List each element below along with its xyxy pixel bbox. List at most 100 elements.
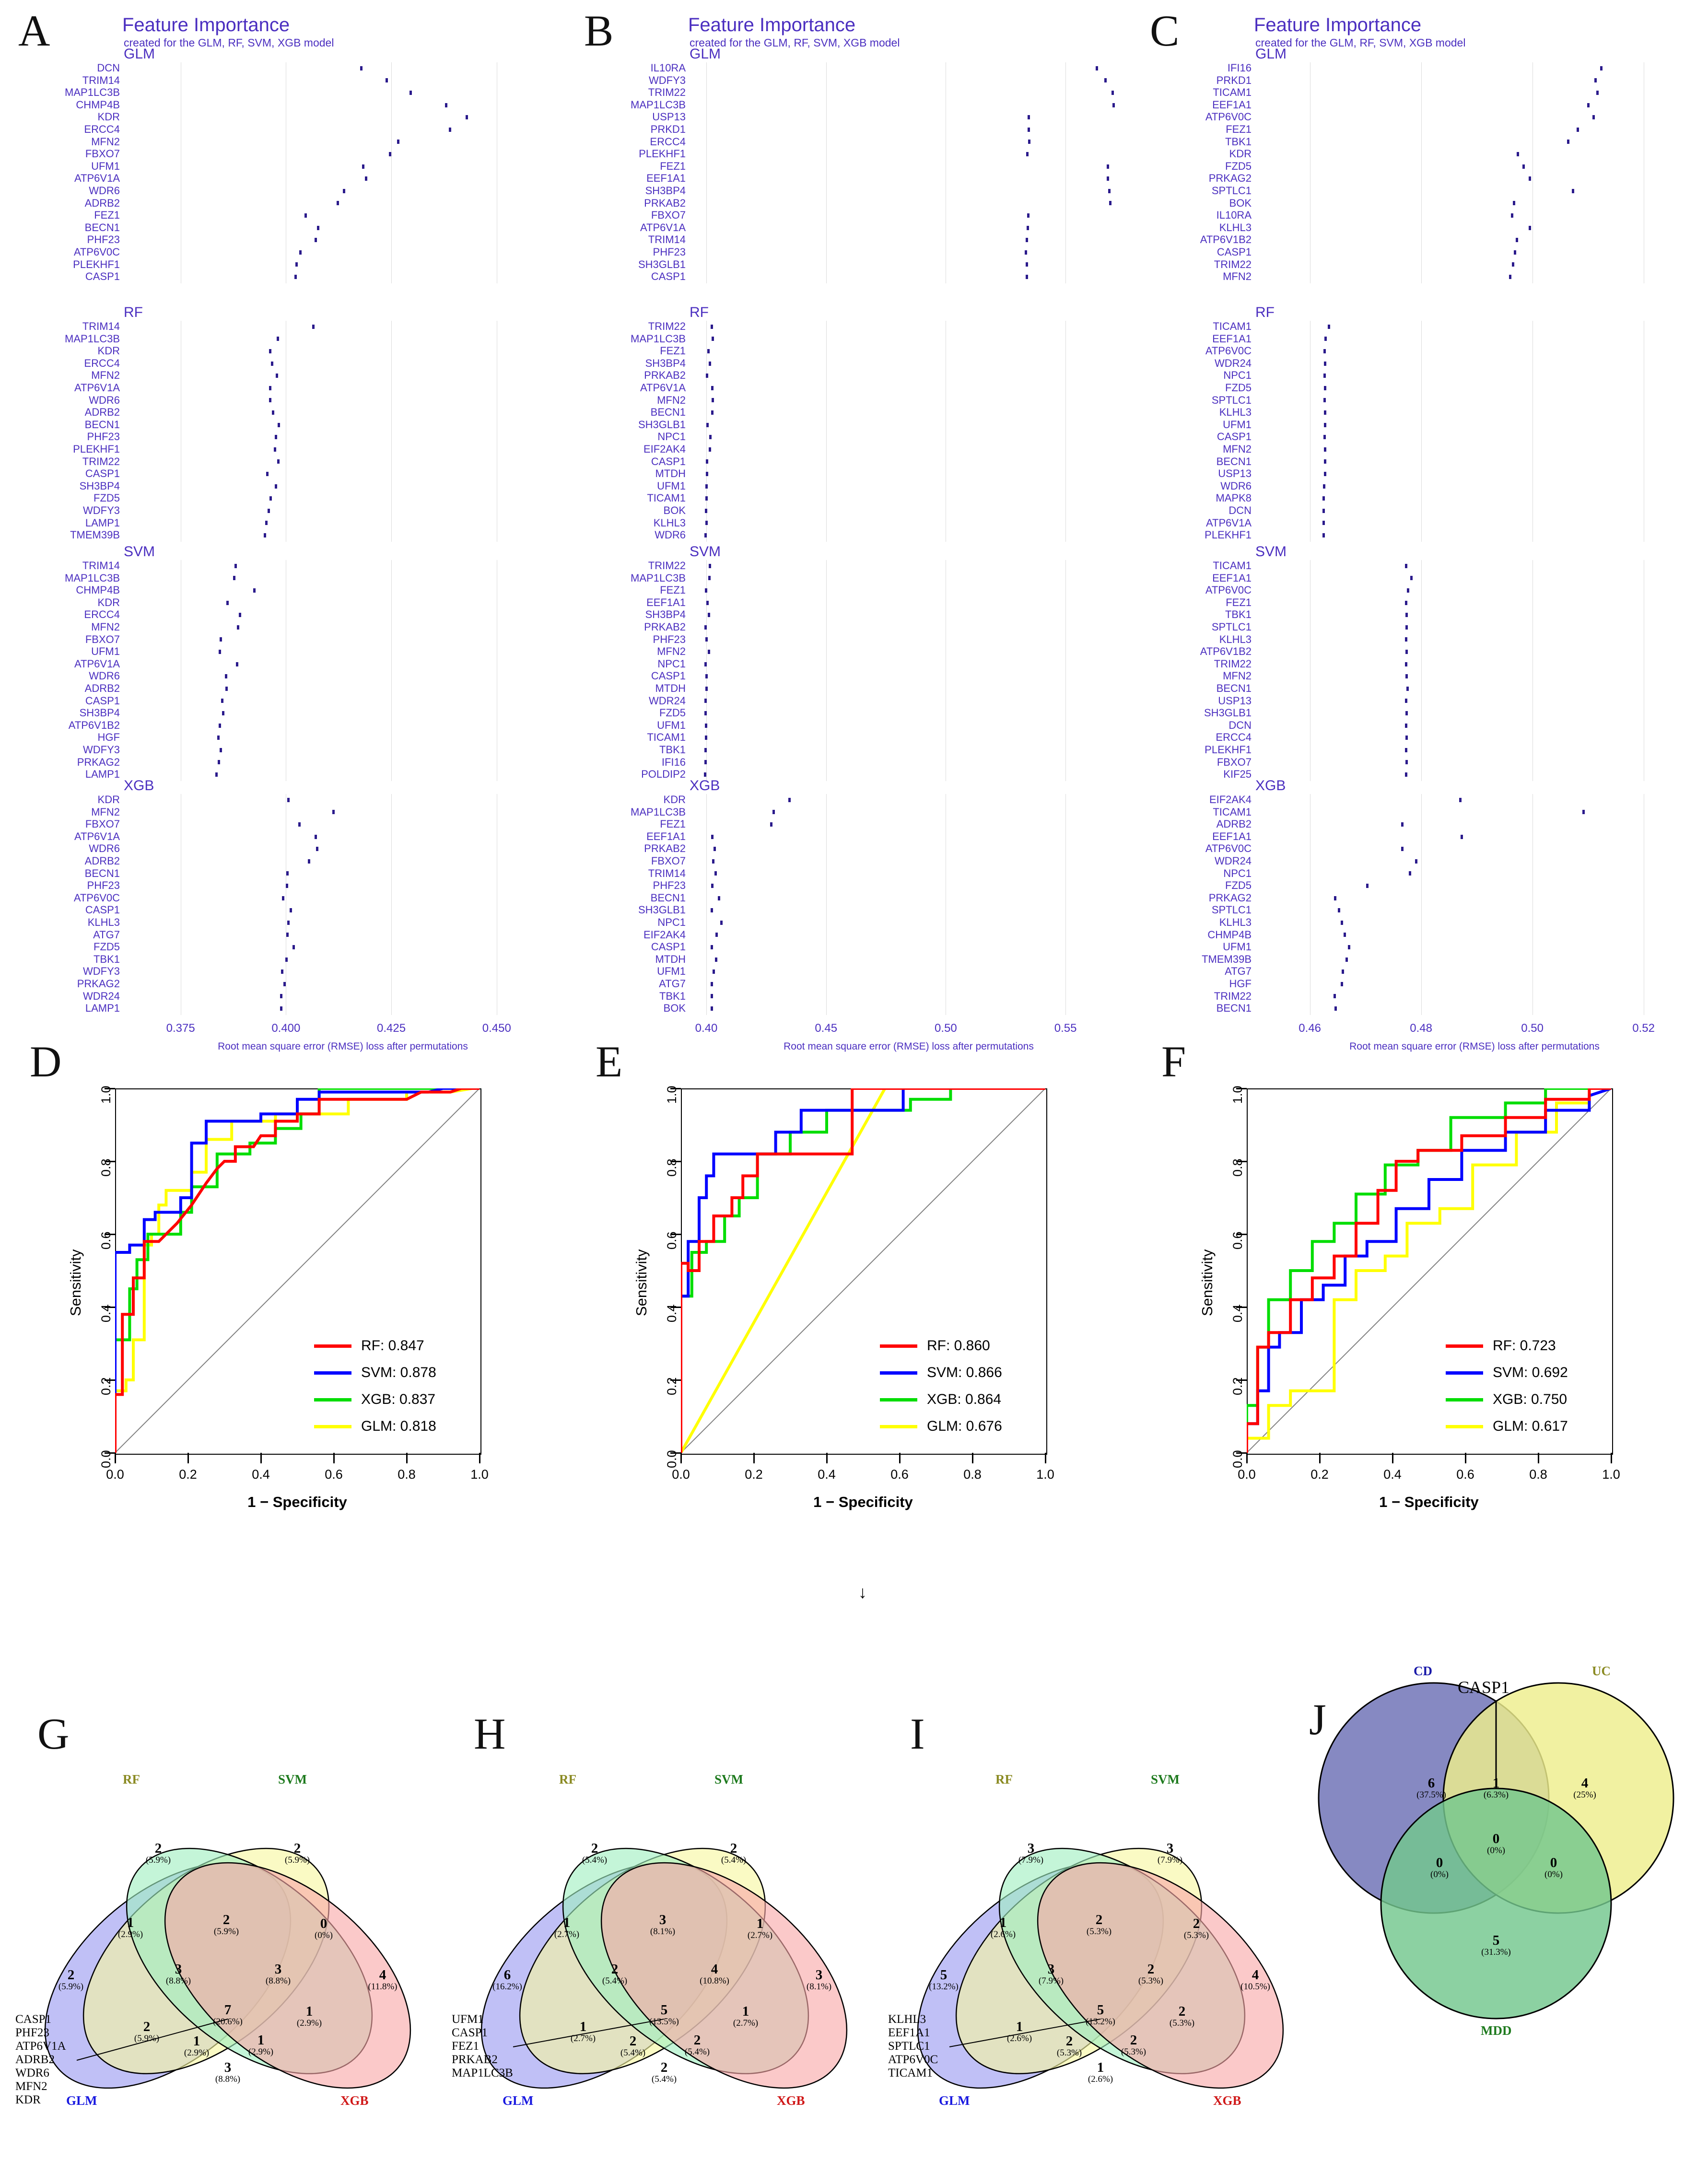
fi-value-dot (1337, 908, 1340, 913)
fi-category-label: MAPK8 (1216, 492, 1252, 504)
venn-region-GLM_RF_SVM: 2 (5.4%) (586, 1962, 643, 1986)
venn-region-pct: (10.5%) (1240, 1982, 1270, 1992)
venn-region-SVM_XGB: 1 (2.7%) (731, 1916, 789, 1940)
fi-value-dot (704, 711, 707, 715)
fi-xtick: 0.40 (695, 1021, 718, 1035)
fi-category-labels-C-SVM: TICAM1 EEF1A1 ATP6V0C FEZ1 TBK1 SPTLC1 KLHL3 AT… (1132, 561, 1252, 782)
fi-value-dot (1459, 797, 1462, 802)
venn-set-label-xgb: XGB (777, 2093, 805, 2108)
fi-value-dot (720, 920, 723, 925)
fi-category-label: PRKAB2 (644, 842, 686, 855)
fi-subtitle-A: created for the GLM, RF, SVM, XGB model (124, 36, 334, 49)
fi-plot-A-XGB (124, 794, 566, 1015)
fi-category-label: ATP6V1A (640, 221, 686, 234)
fi-value-dot (220, 637, 222, 642)
venn-region-count: 2 (143, 2019, 151, 2034)
fi-category-label: WDR6 (89, 184, 120, 197)
roc-legend-swatch (314, 1425, 351, 1428)
fi-category-label: CASP1 (1217, 431, 1252, 443)
fi-category-label: PRKAB2 (644, 620, 686, 633)
fi-value-dot (238, 613, 241, 618)
fi-category-label: PHF23 (653, 879, 686, 892)
fi-gridline (1421, 321, 1422, 542)
roc-ytick-label: 1.0 (1230, 1086, 1245, 1104)
fi-value-dot (226, 600, 229, 605)
fi-category-label: SH3GLB1 (638, 258, 686, 270)
fi-gridline (706, 794, 707, 1015)
venn-region-UC_MDD: 0 (0%) (1525, 1856, 1582, 1880)
venn-region-GLM_RF_SVM: 3 (8.8%) (150, 1962, 207, 1986)
fi-category-label: EEF1A1 (1212, 98, 1252, 111)
fi-value-dot (711, 385, 714, 390)
roc-legend-row: GLM: 0.818 (314, 1418, 436, 1435)
panel-letter-c: C (1150, 6, 1180, 55)
roc-legend-swatch (880, 1425, 917, 1428)
venn-region-pct: (8.8%) (165, 1976, 191, 1986)
fi-title-A: Feature Importance (122, 14, 290, 35)
venn-region-SVM: 2 (5.4%) (705, 1841, 762, 1865)
fi-value-dot (1600, 66, 1603, 70)
venn-region-count: 1 (742, 2004, 749, 2019)
fi-category-label: TBK1 (1225, 135, 1252, 148)
venn-region-count: 5 (660, 2002, 668, 2018)
roc-xtick-label: 0.4 (1383, 1467, 1402, 1482)
roc-ytick-mark (670, 1161, 681, 1162)
fi-value-dot (275, 435, 278, 440)
fi-xaxis-label-B: Root mean square error (RMSE) loss after… (784, 1040, 1034, 1052)
fi-category-label: SPTLC1 (1211, 904, 1252, 916)
venn4-shapes-H (480, 1847, 848, 2089)
venn-region-count: 2 (1178, 2004, 1186, 2019)
fi-category-label: KLHL3 (1219, 916, 1252, 928)
fi-category-label: SH3BP4 (645, 357, 686, 369)
fi-value-dot (299, 250, 302, 255)
fi-category-label: ATP6V1B2 (68, 719, 120, 731)
venn-region-RF_SVM: 2 (5.9%) (198, 1913, 255, 1937)
fi-value-dot (1405, 662, 1408, 666)
roc-xtick-mark (1611, 1453, 1612, 1463)
fi-category-label: ERCC4 (84, 357, 120, 369)
fi-category-label: UFM1 (657, 479, 686, 492)
fi-value-dot (1027, 127, 1030, 132)
fi-category-label: MFN2 (91, 369, 120, 382)
fi-value-dot (292, 945, 295, 949)
fi-value-dot (332, 810, 335, 815)
fi-category-labels-C-XGB: EIF2AK4 TICAM1 ADRB2 EEF1A1 ATP6V0C WDR24 NPC1… (1132, 794, 1252, 1016)
fi-category-label: TICAM1 (647, 731, 686, 744)
fi-value-dot (290, 908, 292, 913)
roc-legend-row: GLM: 0.617 (1446, 1418, 1568, 1435)
roc-ytick-label: 0.6 (665, 1231, 679, 1249)
fi-category-label: TRIM22 (1214, 258, 1252, 270)
roc-ytick-label: 0.0 (665, 1450, 679, 1468)
fi-value-dot (1516, 238, 1519, 243)
fi-value-dot (286, 884, 289, 888)
venn-region-pct: (5.9%) (58, 1982, 84, 1992)
fi-category-label: WDFY3 (649, 74, 686, 86)
venn-region-RF_XGB: 1 (2.9%) (281, 2004, 338, 2028)
fi-category-label: PRKAG2 (77, 977, 120, 990)
venn-set-label-xgb: XGB (340, 2093, 369, 2108)
fi-value-dot (337, 201, 339, 206)
fi-value-dot (298, 822, 301, 827)
fi-value-dot (294, 275, 297, 279)
fi-category-label: CASP1 (651, 941, 686, 953)
roc-xtick-label: 0.2 (1310, 1467, 1329, 1482)
fi-category-labels-C-GLM: IFI16 PRKD1 TICAM1 EEF1A1 ATP6V0C FEZ1 TBK1 KDR… (1132, 63, 1252, 284)
fi-model-label-B-RF: RF (690, 304, 709, 320)
venn-region-pct: (5.3%) (1169, 2018, 1195, 2029)
venn-region-GLM_SVM_XGB: 2 (5.4%) (604, 2034, 662, 2058)
roc-xtick-mark (680, 1453, 682, 1463)
fi-category-label: PLEKHF1 (73, 443, 120, 455)
roc-legend-label: GLM: 0.617 (1493, 1418, 1568, 1434)
fi-category-label: MAP1LC3B (65, 572, 120, 584)
fi-model-label-B-XGB: XGB (690, 778, 720, 794)
roc-xtick-mark (260, 1453, 262, 1463)
fi-gridline (706, 560, 707, 781)
roc-legend-row: RF: 0.723 (1446, 1338, 1568, 1354)
venn-region-pct: (31.3%) (1481, 1947, 1511, 1958)
fi-category-labels-B-SVM: TRIM22 MAP1LC3B FEZ1 EEF1A1 SH3BP4 PRKAB2 PHF2… (566, 561, 686, 782)
fi-category-label: PRKAB2 (644, 369, 686, 382)
fi-category-label: BECN1 (650, 406, 686, 419)
fi-value-dot (1024, 250, 1027, 255)
fi-value-dot (1106, 164, 1109, 169)
roc-ytick-mark (1236, 1234, 1247, 1235)
